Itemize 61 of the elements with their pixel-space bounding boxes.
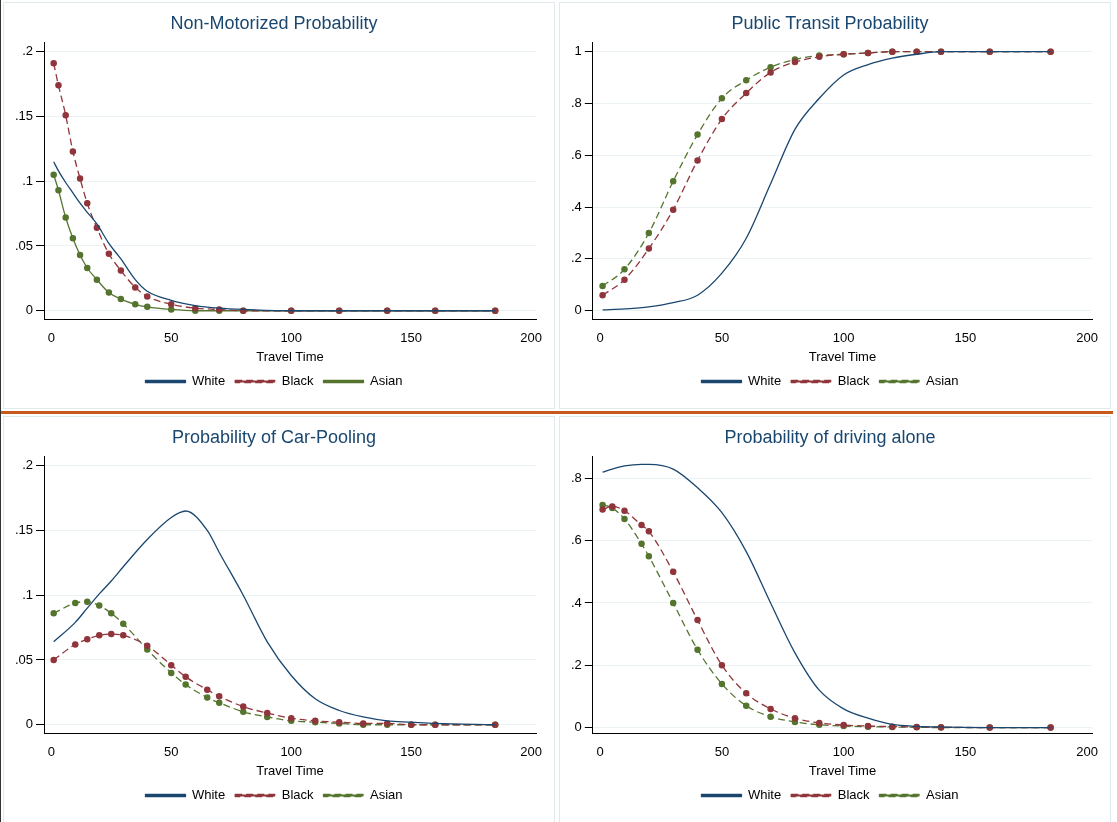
x-tick-label: 150 [400,744,423,760]
legend-label: Black [281,787,314,803]
x-tick-label: 100 [832,744,855,760]
x-tick-label: 100 [280,744,303,760]
y-tick-label: .8 [571,95,582,111]
x-axis-title: Travel Time [808,762,877,778]
y-tick-label: .6 [571,146,582,162]
y-tick-label: .05 [14,651,34,667]
x-tick-label: 50 [714,330,730,346]
y-tick-label: .8 [571,469,582,485]
y-tick-label: .4 [571,198,582,214]
x-tick-label: 150 [400,330,423,346]
x-tick-label: 50 [164,744,179,760]
y-tick-label: .6 [571,532,582,548]
x-tick-label: 0 [596,330,604,346]
legend-label: White [191,787,226,803]
x-tick-label: 150 [954,330,977,346]
x-tick-label: 0 [47,744,55,760]
y-tick-label: .2 [22,457,34,473]
y-tick-label: 0 [25,302,34,318]
y-tick-label: .1 [22,172,34,188]
x-tick-label: 100 [832,330,855,346]
y-tick-label: .4 [571,594,582,610]
y-tick-label: .2 [571,656,582,672]
legend-label: Black [837,787,870,803]
x-tick-label: 150 [954,744,977,760]
y-tick-label: 0 [25,716,34,732]
chart-title: Probability of Car-Pooling [171,426,377,447]
x-tick-label: 50 [164,330,179,346]
legend-label: Asian [926,787,959,803]
x-tick-label: 100 [280,330,303,346]
y-tick-label: 1 [574,43,582,59]
y-tick-label: .1 [22,586,34,602]
x-tick-label: 200 [520,744,543,760]
x-tick-label: 200 [1076,744,1098,760]
chart-title: Non-Motorized Probability [170,12,378,33]
legend-label: White [191,373,226,389]
legend-label: Asian [370,787,403,803]
y-tick-label: .2 [571,250,582,266]
x-axis-title: Travel Time [256,762,324,778]
y-tick-label: 0 [574,302,582,318]
legend-label: Asian [926,373,959,389]
legend-label: Black [837,373,870,389]
x-tick-label: 0 [47,330,55,346]
y-tick-label: .15 [14,522,34,538]
x-tick-label: 0 [596,744,604,760]
legend-label: Asian [370,373,403,389]
x-tick-label: 200 [520,330,543,346]
legend-label: White [747,373,782,389]
legend-label: White [747,787,782,803]
x-tick-label: 50 [714,744,730,760]
chart-title: Public Transit Probability [731,12,929,33]
y-tick-label: .15 [14,108,34,124]
y-tick-label: 0 [574,719,582,735]
x-axis-title: Travel Time [808,348,877,364]
y-tick-label: .2 [22,43,34,59]
y-tick-label: .05 [14,237,34,253]
legend-label: Black [281,373,314,389]
x-tick-label: 200 [1076,330,1098,346]
chart-title: Probability of driving alone [724,426,936,447]
x-axis-title: Travel Time [256,348,324,364]
